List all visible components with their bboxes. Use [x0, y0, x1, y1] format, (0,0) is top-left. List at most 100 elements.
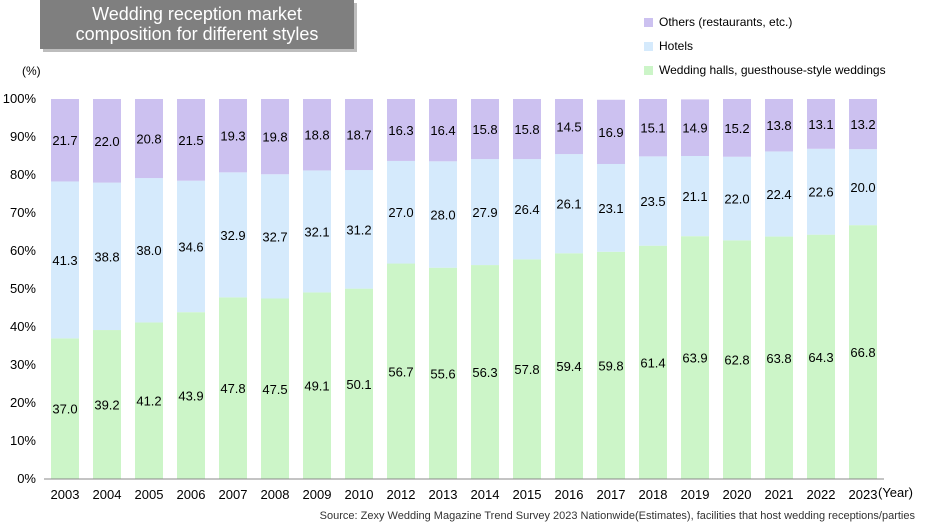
data-label-wedding-halls: 47.5 — [262, 382, 287, 397]
bar-segment-others — [93, 99, 121, 183]
bar-segment-others — [807, 99, 835, 149]
bar-segment-hotels — [597, 163, 625, 252]
bar-segment-wedding-halls — [177, 312, 205, 479]
bar-segment-others — [51, 99, 79, 182]
bar-segment-wedding-halls — [513, 259, 541, 479]
data-label-hotels: 32.7 — [262, 229, 287, 244]
data-label-others: 15.8 — [472, 122, 497, 137]
bar-segment-wedding-halls — [51, 338, 79, 479]
y-tick-label: 100% — [3, 91, 37, 106]
bar-segment-hotels — [93, 182, 121, 331]
y-tick-label: 60% — [10, 243, 36, 258]
data-label-wedding-halls: 50.1 — [346, 377, 371, 392]
legend-swatch-wedding-halls — [644, 65, 653, 75]
bar-segment-others — [219, 99, 247, 173]
x-tick-label: 2017 — [597, 487, 626, 502]
bar-segment-hotels — [723, 156, 751, 241]
bar-segment-others — [303, 99, 331, 171]
bar-segment-wedding-halls — [303, 292, 331, 479]
data-label-others: 18.8 — [304, 128, 329, 143]
y-tick-label: 50% — [10, 281, 36, 296]
data-label-wedding-halls: 63.8 — [766, 351, 791, 366]
legend-label-hotels: Hotels — [659, 39, 694, 53]
bar-segment-hotels — [261, 174, 289, 299]
bar-segment-hotels — [765, 151, 793, 237]
x-tick-label: 2021 — [765, 487, 794, 502]
bar-segment-wedding-halls — [471, 265, 499, 479]
data-label-others: 14.5 — [556, 120, 581, 135]
x-tick-label: 2015 — [513, 487, 542, 502]
bar-segment-hotels — [471, 159, 499, 266]
bar-segment-wedding-halls — [849, 225, 877, 479]
bar-segment-others — [765, 99, 793, 152]
y-tick-label: 0% — [17, 471, 36, 486]
data-label-wedding-halls: 56.3 — [472, 365, 497, 380]
x-tick-label: 2020 — [723, 487, 752, 502]
bar-segment-hotels — [177, 180, 205, 313]
legend-swatch-hotels — [644, 41, 653, 51]
legend-item-hotels: Hotels — [644, 34, 886, 58]
data-label-hotels: 32.1 — [304, 224, 329, 239]
data-label-wedding-halls: 39.2 — [94, 398, 119, 413]
bar-segment-hotels — [345, 170, 373, 289]
bar-segment-others — [261, 99, 289, 175]
x-tick-label: 2022 — [807, 487, 836, 502]
data-label-others: 16.9 — [598, 125, 623, 140]
data-label-others: 13.8 — [766, 118, 791, 133]
data-label-wedding-halls: 59.4 — [556, 359, 581, 374]
data-label-others: 15.8 — [514, 122, 539, 137]
bar-segment-hotels — [849, 149, 877, 226]
y-tick-label: 10% — [10, 433, 36, 448]
data-label-wedding-halls: 63.9 — [682, 351, 707, 366]
bar-segment-hotels — [513, 159, 541, 260]
data-label-others: 13.2 — [850, 117, 875, 132]
data-label-wedding-halls: 64.3 — [808, 350, 833, 365]
data-label-wedding-halls: 66.8 — [850, 345, 875, 360]
bar-segment-wedding-halls — [807, 234, 835, 479]
bar-segment-wedding-halls — [135, 322, 163, 479]
bar-segment-wedding-halls — [597, 251, 625, 479]
source-note: Source: Zexy Wedding Magazine Trend Surv… — [319, 510, 915, 522]
y-tick-label: 40% — [10, 319, 36, 334]
bar-segment-hotels — [219, 172, 247, 298]
x-tick-label: 2003 — [51, 487, 80, 502]
bar-segment-others — [639, 99, 667, 157]
y-axis-unit-label: (%) — [22, 64, 41, 78]
chart-title-line-1: Wedding reception market — [92, 4, 302, 24]
x-tick-label: 2007 — [219, 487, 248, 502]
bar-segment-wedding-halls — [219, 297, 247, 479]
data-label-hotels: 23.1 — [598, 201, 623, 216]
data-label-hotels: 27.9 — [472, 205, 497, 220]
x-tick-label: 2004 — [93, 487, 122, 502]
bar-segment-wedding-halls — [261, 298, 289, 479]
x-tick-label: 2014 — [471, 487, 500, 502]
x-tick-label: 2016 — [555, 487, 584, 502]
x-tick-label: 2009 — [303, 487, 332, 502]
x-tick-label: 2005 — [135, 487, 164, 502]
x-tick-label: 2010 — [345, 487, 374, 502]
bar-segment-others — [177, 99, 205, 181]
data-label-hotels: 20.0 — [850, 180, 875, 195]
chart-title: Wedding reception market composition for… — [40, 0, 354, 49]
bar-segment-wedding-halls — [723, 240, 751, 479]
data-label-wedding-halls: 57.8 — [514, 362, 539, 377]
bar-segment-wedding-halls — [555, 253, 583, 479]
bar-segment-others — [597, 99, 625, 164]
bar-segment-others — [135, 99, 163, 179]
x-tick-label: 2006 — [177, 487, 206, 502]
data-label-wedding-halls: 55.6 — [430, 366, 455, 381]
bar-segment-others — [471, 99, 499, 160]
legend-label-wedding-halls: Wedding halls, guesthouse-style weddings — [659, 63, 886, 77]
data-label-others: 16.4 — [430, 123, 455, 138]
legend-label-others: Others (restaurants, etc.) — [659, 15, 793, 29]
data-label-wedding-halls: 47.8 — [220, 381, 245, 396]
bar-segment-wedding-halls — [93, 330, 121, 479]
bar-segment-others — [387, 99, 415, 161]
data-label-others: 15.1 — [640, 121, 665, 136]
x-tick-label: 2013 — [429, 487, 458, 502]
data-label-others: 20.8 — [136, 132, 161, 147]
data-label-others: 18.7 — [346, 128, 371, 143]
bar-segment-hotels — [51, 181, 79, 339]
bar-segment-others — [723, 99, 751, 157]
bar-segment-wedding-halls — [387, 263, 415, 479]
